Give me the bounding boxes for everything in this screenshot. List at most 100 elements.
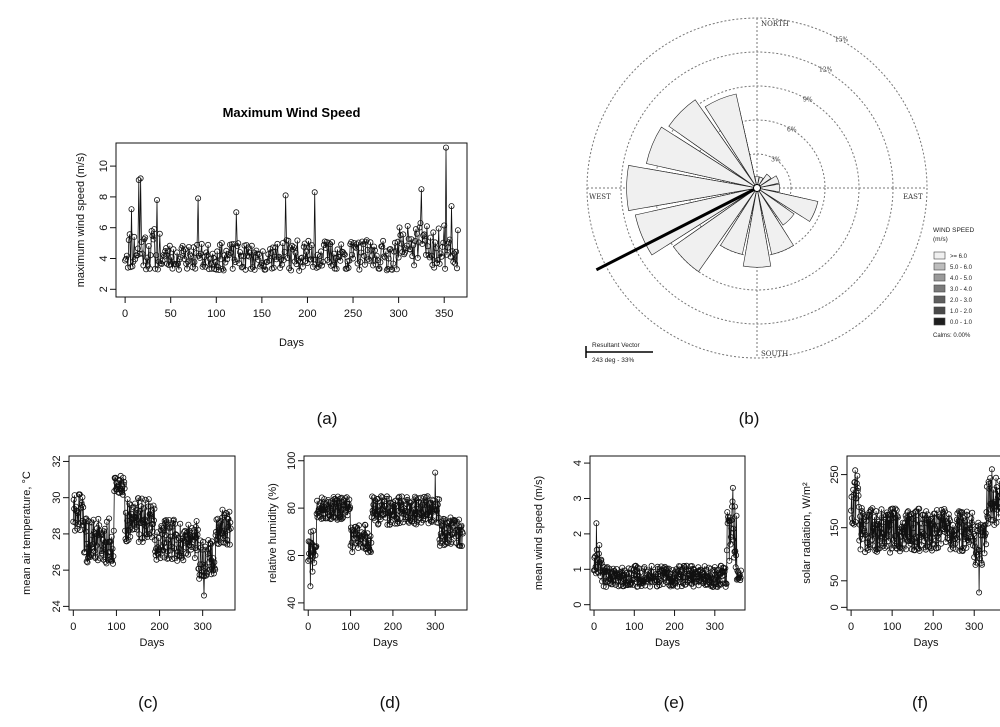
data-point	[988, 466, 995, 473]
data-point	[181, 538, 188, 545]
data-point	[200, 592, 207, 599]
y-axis-label: maximum wind speed (m/s)	[75, 153, 87, 287]
data-point	[884, 532, 891, 539]
x-tick-label: 300	[193, 621, 211, 633]
data-point	[218, 518, 225, 525]
data-point	[964, 512, 971, 519]
y-axis-label: mean wind speed (m/s)	[533, 476, 545, 590]
x-axis-label: Days	[139, 637, 165, 649]
data-point	[901, 530, 908, 537]
data-point	[403, 494, 410, 501]
data-point	[427, 234, 434, 241]
data-point	[134, 245, 141, 252]
data-point	[603, 583, 610, 590]
data-point	[143, 518, 150, 525]
data-point	[144, 533, 151, 540]
data-point	[427, 499, 434, 506]
data-point	[707, 565, 714, 572]
data-point	[960, 544, 967, 551]
data-point	[433, 260, 440, 267]
data-point	[427, 505, 434, 512]
data-point	[981, 550, 988, 557]
data-point	[729, 484, 736, 491]
data-point	[407, 499, 414, 506]
data-point	[863, 518, 870, 525]
data-point	[347, 504, 354, 511]
data-point	[446, 236, 453, 243]
data-point	[982, 521, 989, 528]
data-point	[593, 520, 600, 527]
data-point	[156, 230, 163, 237]
data-point	[428, 252, 435, 259]
data-point	[857, 546, 864, 553]
data-point	[956, 547, 963, 554]
data-point	[731, 503, 738, 510]
data-point	[93, 542, 100, 549]
data-point	[423, 223, 430, 230]
data-point	[290, 244, 297, 251]
data-point	[449, 531, 456, 538]
data-point	[175, 545, 182, 552]
data-point	[362, 522, 369, 529]
data-point	[424, 243, 431, 250]
x-tick-label: 50	[165, 308, 177, 320]
data-point	[370, 243, 377, 250]
data-point	[131, 233, 138, 240]
series-line	[307, 472, 464, 587]
data-point	[292, 249, 299, 256]
data-point	[153, 545, 160, 552]
data-point	[218, 240, 225, 247]
data-point	[298, 254, 305, 261]
data-point	[848, 507, 855, 514]
data-point	[458, 522, 465, 529]
data-point	[150, 502, 157, 509]
data-point	[150, 236, 157, 243]
data-point	[157, 555, 164, 562]
data-point	[235, 240, 242, 247]
data-point	[132, 256, 139, 263]
plot-frame	[303, 455, 468, 611]
x-tick-label: 0	[848, 621, 854, 633]
data-point	[175, 535, 182, 542]
data-point	[983, 541, 990, 548]
data-point	[229, 265, 236, 272]
panel-e: 0 100 200 300 0 1 2 3 4 Days mean wind speed (m/s)…	[533, 455, 746, 712]
data-point	[942, 524, 949, 531]
data-point	[965, 535, 972, 542]
data-point	[373, 252, 380, 259]
data-point	[993, 519, 1000, 526]
data-point	[997, 505, 1000, 512]
data-point	[227, 519, 234, 526]
data-point	[223, 536, 230, 543]
data-point	[121, 478, 128, 485]
data-point	[144, 517, 151, 524]
data-point	[737, 574, 744, 581]
data-point	[968, 519, 975, 526]
data-point	[160, 547, 167, 554]
data-point	[932, 530, 939, 537]
data-point	[674, 577, 681, 584]
data-point	[398, 240, 405, 247]
y-tick-label: 150	[829, 519, 841, 537]
data-point	[350, 535, 357, 542]
data-point	[604, 564, 611, 571]
data-point	[684, 577, 691, 584]
data-point	[155, 534, 162, 541]
data-point	[322, 244, 329, 251]
windrose-petal-segment	[756, 175, 780, 189]
data-point	[976, 547, 983, 554]
data-point	[667, 570, 674, 577]
data-point	[385, 255, 392, 262]
data-point	[131, 500, 138, 507]
data-point	[721, 571, 728, 578]
data-point	[933, 507, 940, 514]
panel-label: (b)	[739, 409, 760, 428]
data-point	[992, 502, 999, 509]
data-point	[288, 242, 295, 249]
data-point	[195, 565, 202, 572]
x-tick-label: 200	[665, 621, 683, 633]
data-point	[166, 242, 173, 249]
data-point	[370, 262, 377, 269]
data-point	[193, 518, 200, 525]
data-point	[233, 209, 240, 216]
